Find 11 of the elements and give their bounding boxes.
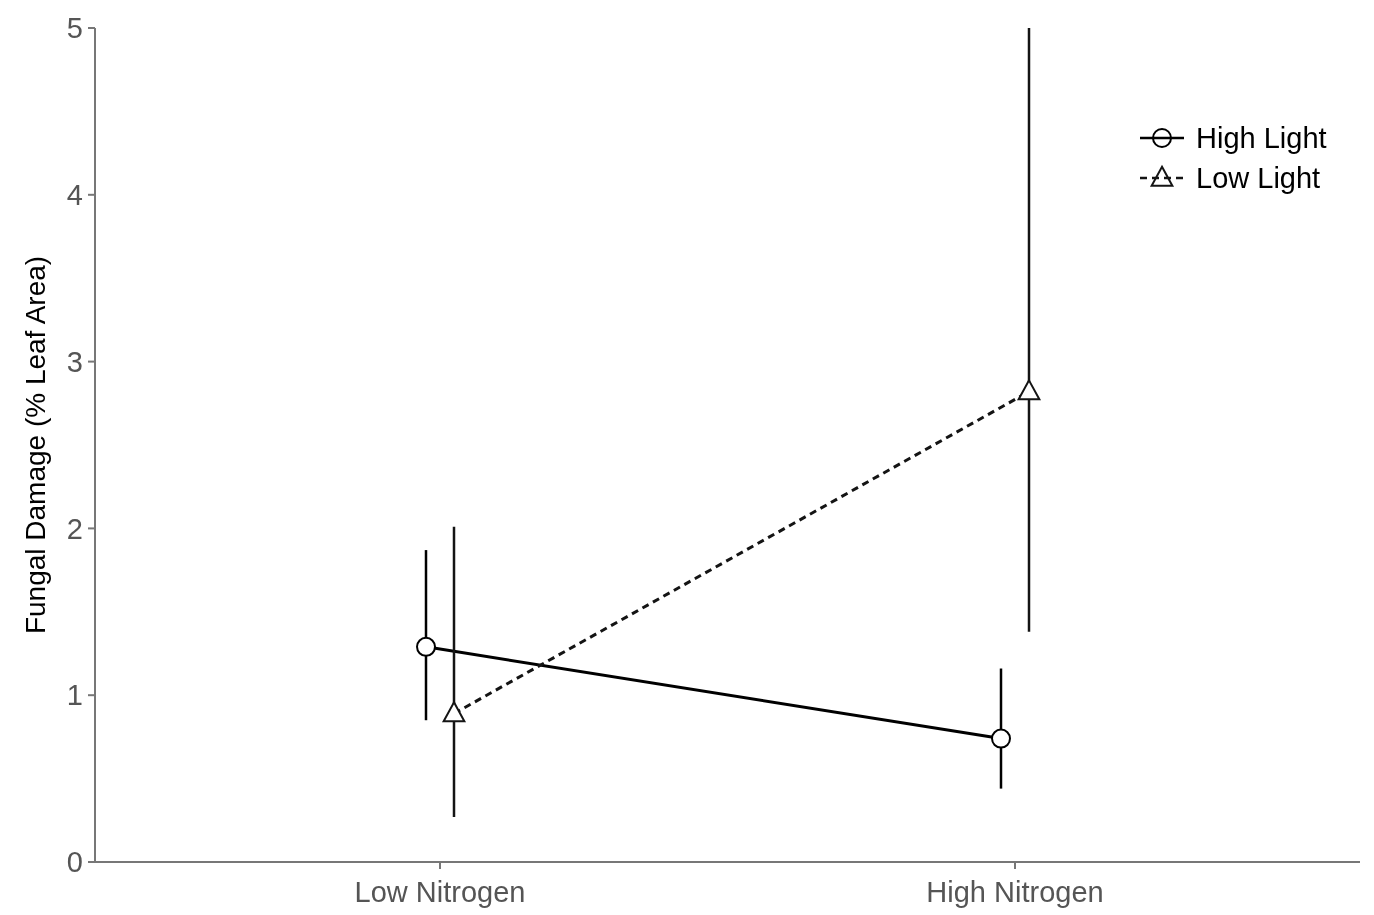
y-tick-label: 5 xyxy=(66,12,83,45)
x-tick-label: High Nitrogen xyxy=(926,876,1104,908)
legend-label: High Light xyxy=(1196,122,1327,155)
y-tick-label: 0 xyxy=(66,846,83,879)
y-tick-label: 1 xyxy=(66,679,83,712)
x-tick-label: Low Nitrogen xyxy=(354,876,526,908)
y-tick-label: 3 xyxy=(66,345,83,378)
legend-label: Low Light xyxy=(1196,162,1321,195)
y-axis-title: Fungal Damage (% Leaf Area) xyxy=(20,255,51,635)
y-tick-label: 2 xyxy=(66,512,83,545)
y-tick-label: 4 xyxy=(66,178,83,211)
